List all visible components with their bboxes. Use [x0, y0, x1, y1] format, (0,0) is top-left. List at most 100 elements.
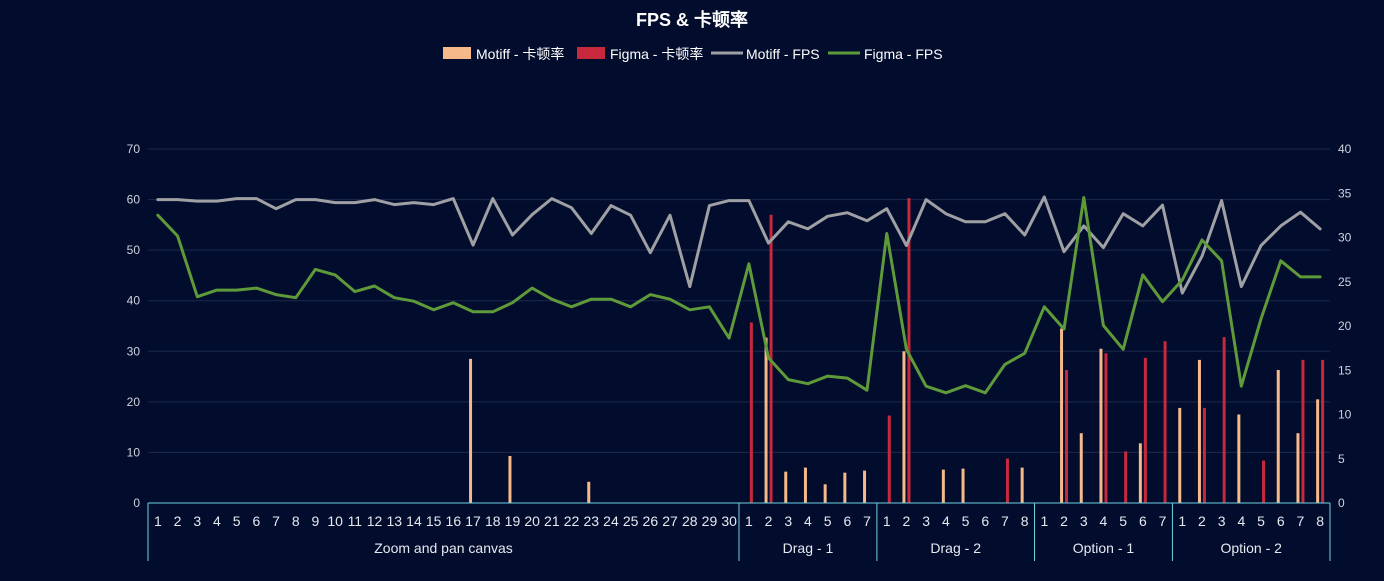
y-left-tick-label: 40: [127, 294, 141, 308]
line-series: [156, 195, 1322, 395]
bar: [1065, 369, 1069, 503]
x-tick-label: 15: [426, 513, 442, 529]
x-tick-label: 8: [1316, 513, 1324, 529]
x-tick-label: 7: [863, 513, 871, 529]
x-tick-label: 3: [784, 513, 792, 529]
bar: [1316, 399, 1320, 503]
y-left-tick-label: 60: [127, 193, 141, 207]
chart-title: FPS & 卡顿率: [636, 9, 748, 30]
bar: [1197, 359, 1201, 503]
x-tick-label: 9: [312, 513, 320, 529]
x-tick-label: 7: [272, 513, 280, 529]
bar: [803, 467, 807, 503]
bar: [902, 351, 906, 503]
x-tick-label: 6: [981, 513, 989, 529]
y-right-tick-label: 30: [1338, 231, 1352, 245]
x-tick-label: 5: [1257, 513, 1265, 529]
y-left-tick-label: 70: [127, 142, 141, 156]
x-tick-label: 2: [1198, 513, 1206, 529]
bar-series: [469, 198, 1325, 503]
bar: [784, 471, 788, 503]
x-tick-label: 18: [485, 513, 501, 529]
bar: [764, 337, 768, 503]
x-tick-label: 5: [962, 513, 970, 529]
x-tick-label: 17: [465, 513, 481, 529]
x-tick-label: 2: [903, 513, 911, 529]
bar: [1301, 359, 1305, 503]
x-tick-label: 4: [1100, 513, 1108, 529]
x-tick-label: 6: [1139, 513, 1147, 529]
bar: [1202, 407, 1206, 503]
x-tick-label: 3: [1218, 513, 1226, 529]
x-tick-label: 3: [193, 513, 201, 529]
bar: [1138, 443, 1142, 503]
y-left-tick-label: 20: [127, 395, 141, 409]
y-right-tick-label: 40: [1338, 142, 1352, 156]
bar: [1296, 433, 1300, 503]
legend-label-motiff-stutter: Motiff - 卡顿率: [476, 46, 564, 62]
y-axis-right: 0 5 10 15 20 25 30 35 40: [1338, 142, 1352, 510]
bar: [1178, 407, 1182, 503]
x-group-label: Drag - 2: [930, 540, 981, 556]
bar: [1104, 353, 1108, 503]
series-line: [156, 195, 1322, 295]
x-group-label: Drag - 1: [783, 540, 834, 556]
x-tick-label: 30: [721, 513, 737, 529]
bar: [1060, 328, 1064, 503]
bar: [887, 415, 891, 503]
legend-swatch-motiff-stutter: [443, 47, 471, 59]
x-tick-label: 4: [804, 513, 812, 529]
x-tick-label: 4: [1237, 513, 1245, 529]
legend-label-figma-fps: Figma - FPS: [864, 46, 943, 62]
bar: [823, 484, 827, 503]
x-tick-label: 22: [564, 513, 580, 529]
bar: [1222, 337, 1226, 503]
x-tick-label: 6: [252, 513, 260, 529]
y-left-tick-label: 10: [127, 445, 141, 459]
bar: [1163, 341, 1167, 503]
y-left-tick-label: 0: [133, 496, 140, 510]
x-tick-label: 3: [922, 513, 930, 529]
x-tick-label: 11: [348, 513, 363, 529]
x-tick-label: 4: [942, 513, 950, 529]
y-right-tick-label: 5: [1338, 452, 1345, 466]
bar: [1124, 451, 1128, 503]
bar: [587, 481, 591, 503]
x-tick-label: 8: [292, 513, 300, 529]
x-tick-label: 2: [174, 513, 182, 529]
legend-label-figma-stutter: Figma - 卡顿率: [610, 46, 703, 62]
x-tick-label: 5: [233, 513, 241, 529]
y-right-tick-label: 15: [1338, 363, 1352, 377]
x-tick-label: 6: [1277, 513, 1285, 529]
x-group-label: Zoom and pan canvas: [374, 540, 513, 556]
x-tick-label: 14: [406, 513, 422, 529]
x-tick-label: 6: [843, 513, 851, 529]
x-tick-label: 1: [745, 513, 753, 529]
x-tick-label: 29: [702, 513, 718, 529]
y-left-tick-label: 30: [127, 344, 141, 358]
x-tick-label: 25: [623, 513, 639, 529]
x-tick-label: 10: [327, 513, 343, 529]
bar: [1099, 348, 1103, 503]
x-tick-label: 5: [824, 513, 832, 529]
x-tick-label: 27: [662, 513, 678, 529]
x-tick-label: 20: [524, 513, 540, 529]
x-tick-label: 2: [1060, 513, 1068, 529]
legend-label-motiff-fps: Motiff - FPS: [746, 46, 820, 62]
x-tick-label: 1: [154, 513, 162, 529]
bar: [508, 455, 512, 503]
bar: [907, 198, 911, 503]
y-right-tick-label: 20: [1338, 319, 1352, 333]
x-tick-label: 16: [446, 513, 462, 529]
x-group-label: Option - 1: [1073, 540, 1135, 556]
x-tick-label: 8: [1021, 513, 1029, 529]
x-tick-label: 1: [1178, 513, 1186, 529]
bar: [1321, 359, 1325, 503]
x-tick-label: 1: [1040, 513, 1048, 529]
y-right-tick-label: 25: [1338, 275, 1352, 289]
bar: [1079, 433, 1083, 503]
x-tick-label: 5: [1119, 513, 1127, 529]
bar: [1262, 460, 1266, 503]
x-tick-label: 13: [386, 513, 402, 529]
